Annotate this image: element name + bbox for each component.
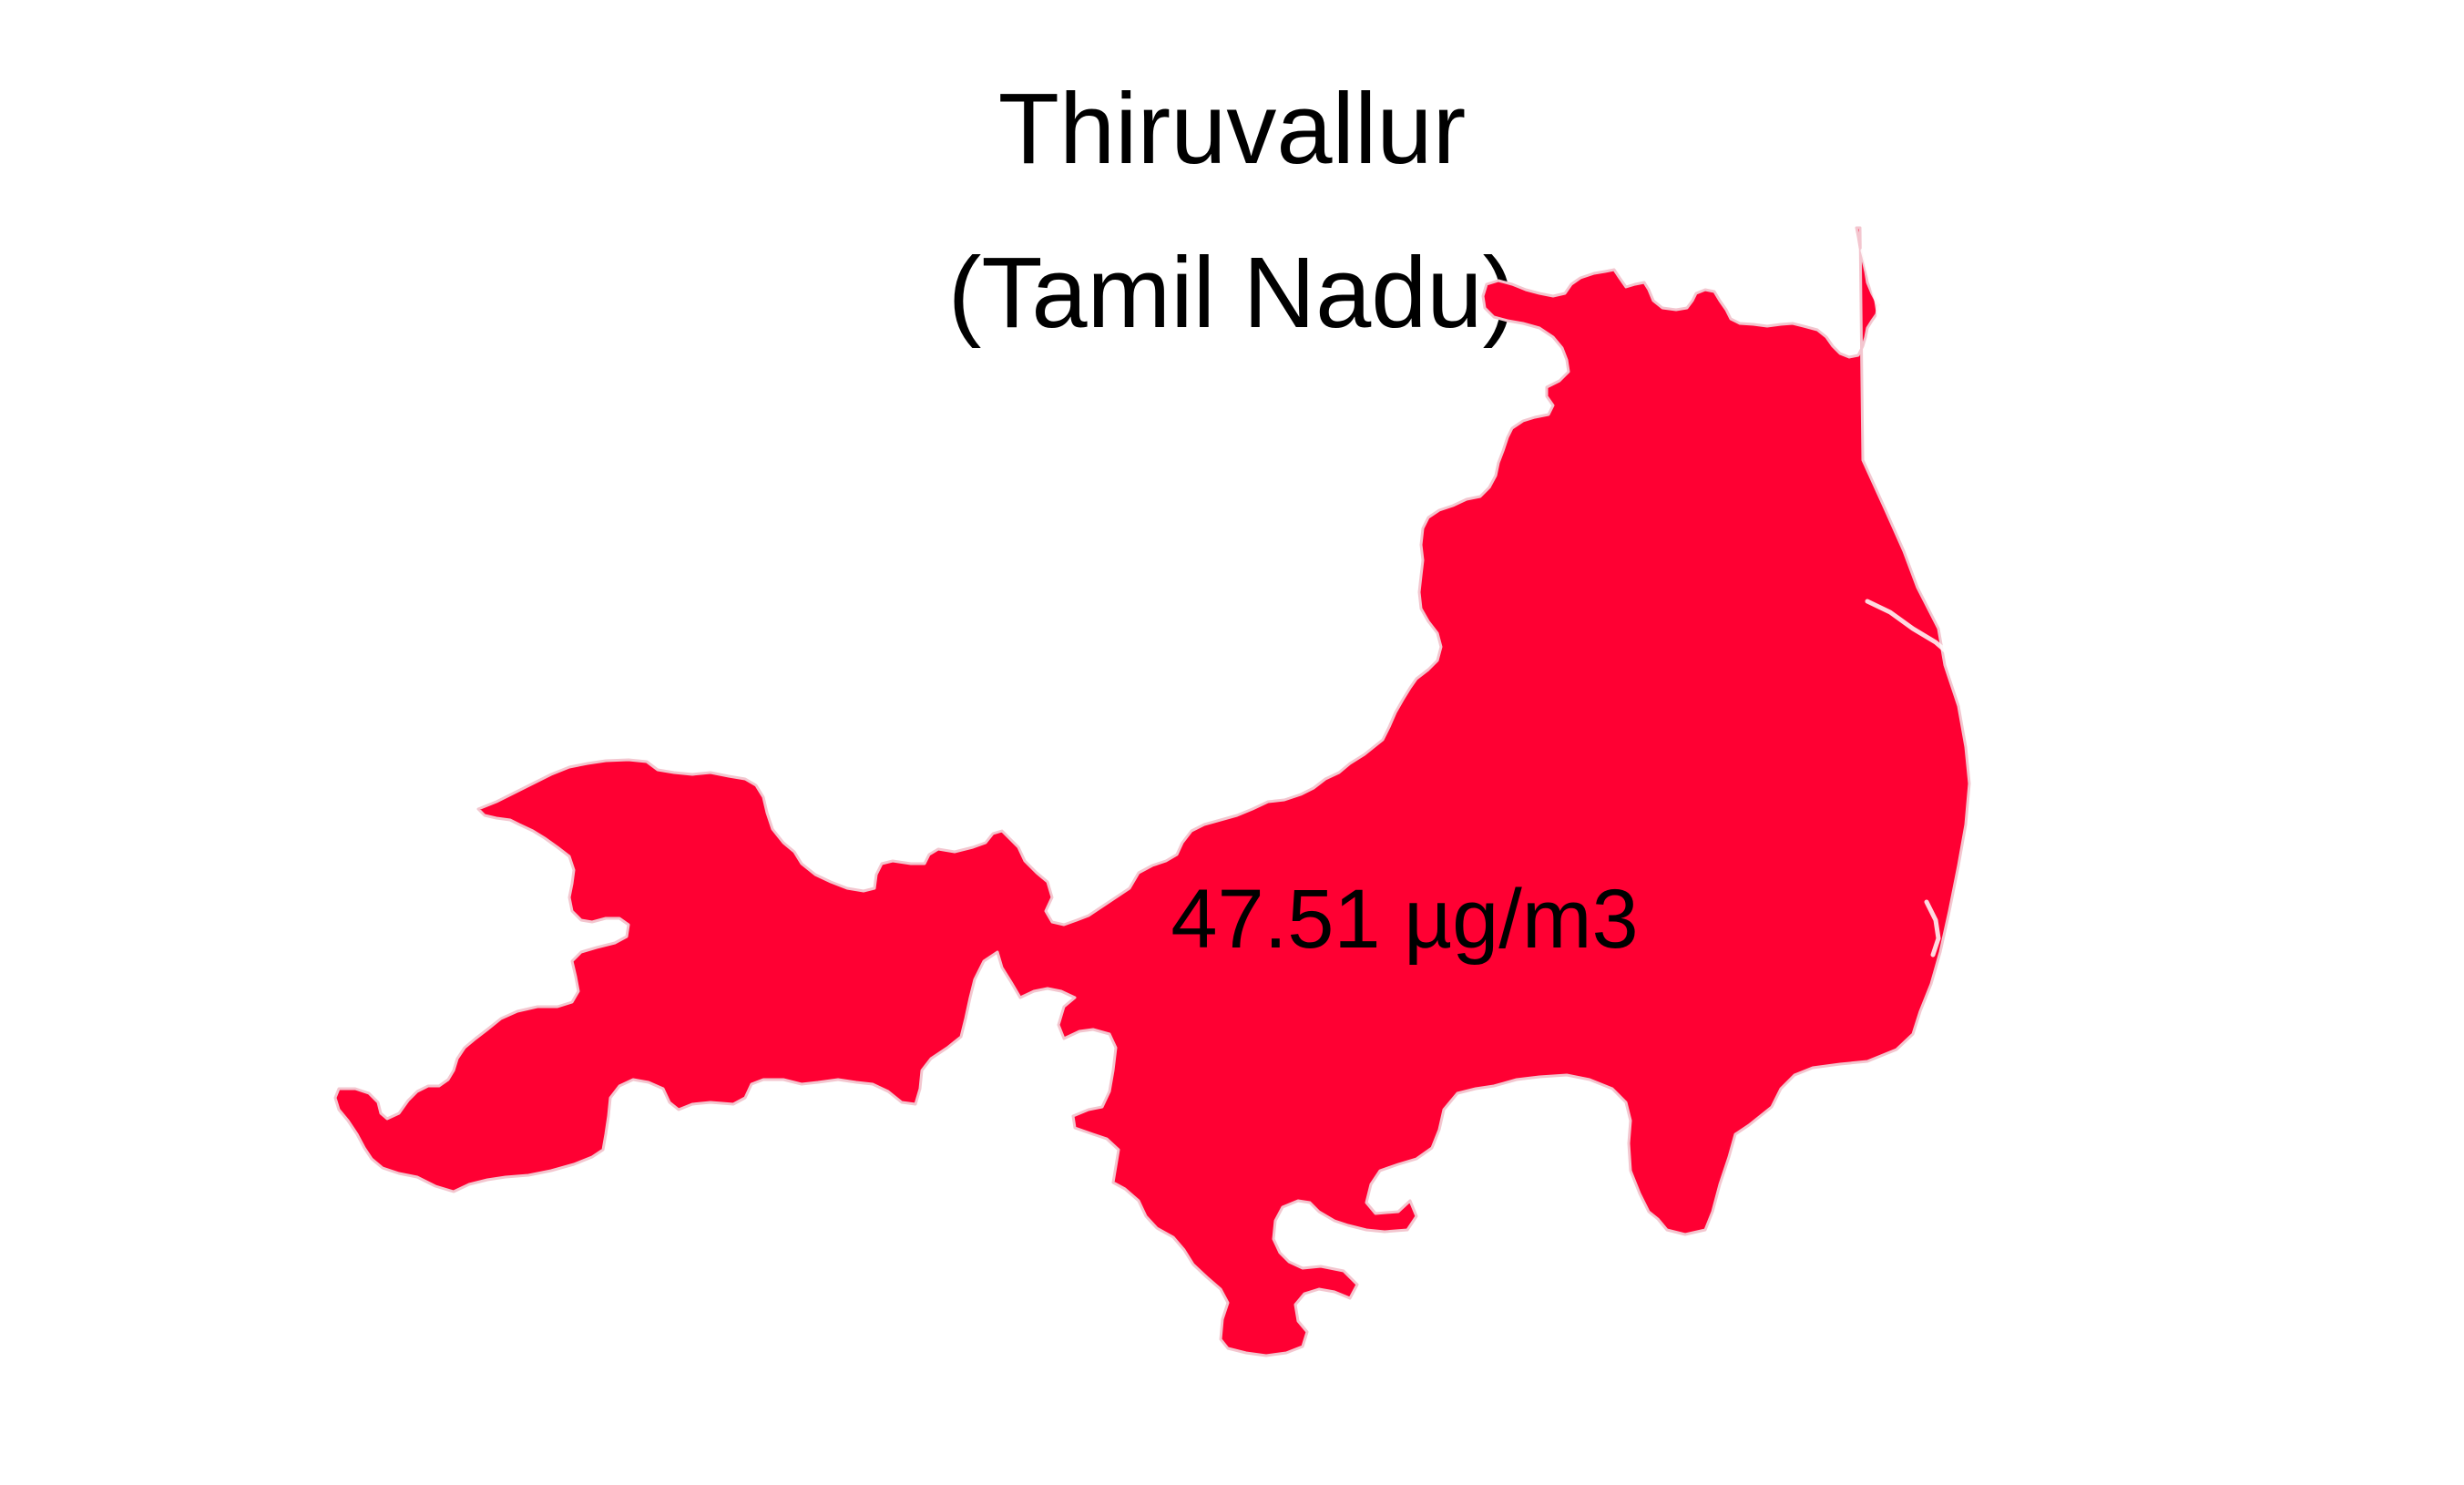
estuary-line [1924,899,1941,958]
value-label: 47.51 µg/m3 [1171,873,1638,966]
river-mouth [1865,599,1952,657]
title-state: (Tamil Nadu) [947,237,1517,349]
title-district: Thiruvallur [997,73,1467,185]
coastal-lagoon [1860,248,1943,568]
district-shape[interactable] [333,226,1971,1357]
map-title: Thiruvallur (Tamil Nadu) [0,47,2464,375]
